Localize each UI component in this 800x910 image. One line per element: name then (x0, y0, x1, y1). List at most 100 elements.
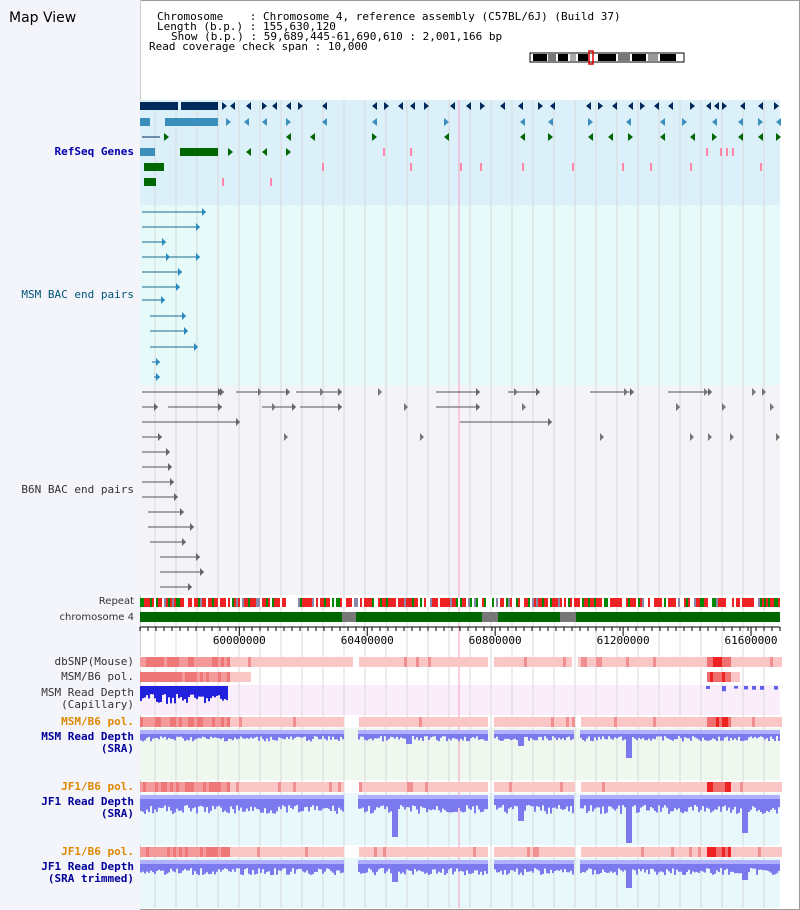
pol-cell (413, 847, 416, 857)
repeat-segment (486, 598, 488, 607)
depth-bar-top (396, 795, 398, 799)
depth-bar (372, 860, 374, 873)
pol-cell (167, 782, 170, 792)
pol-cell (545, 657, 548, 667)
depth-bar (480, 860, 482, 872)
depth-bar-top (702, 730, 704, 734)
repeat-segment (756, 598, 758, 607)
gene-mark-pink (760, 163, 762, 171)
depth-bar (444, 860, 446, 875)
pol-cell (263, 717, 266, 727)
pol-cell (419, 717, 422, 727)
pol-cell (281, 657, 284, 667)
depth-bar-top (250, 860, 252, 864)
depth-bar-top (734, 730, 736, 734)
depth-bar (676, 795, 678, 810)
pol-cell (344, 657, 347, 667)
pol-cell (539, 782, 542, 792)
depth-bar (752, 860, 754, 869)
depth-bar (702, 860, 704, 872)
depth-bar (252, 795, 254, 811)
pol-cell (629, 847, 632, 857)
depth-bar (690, 730, 692, 741)
depth-bar (678, 795, 680, 809)
pol-cell (392, 782, 395, 792)
repeat-segment (520, 598, 522, 607)
depth-bar (234, 795, 236, 814)
depth-bar (670, 795, 672, 812)
depth-bar-top (266, 795, 268, 799)
pol-cell (149, 782, 152, 792)
track-label-jf1-rd-sra-1[interactable]: JF1 Read Depth (41, 795, 134, 808)
track-label-jf1-rd-sra-2: (SRA) (100, 807, 134, 820)
depth-bar-top (200, 860, 202, 864)
depth-bar (162, 860, 164, 871)
depth-bar (460, 795, 462, 812)
pol-cell (278, 847, 281, 857)
depth-bar (680, 730, 682, 739)
track-label-jf1-b6-pol-2[interactable]: JF1/B6 pol. (61, 845, 134, 858)
depth-bar (648, 860, 650, 875)
track-label-msm-bac[interactable]: MSM BAC end pairs (21, 288, 134, 301)
track-label-dbsnp[interactable]: dbSNP(Mouse) (54, 655, 134, 668)
track-label-msm-rd-capillary-1[interactable]: MSM Read Depth (41, 686, 134, 699)
depth-bar (434, 860, 436, 870)
track-label-repeat[interactable]: Repeat (98, 596, 134, 607)
pol-cell (515, 717, 518, 727)
depth-bar-top (294, 730, 296, 734)
pol-cell (227, 657, 230, 667)
track-label-msm-b6-pol[interactable]: MSM/B6 pol. (61, 670, 134, 683)
depth-bar-top (626, 795, 628, 799)
depth-bar-top (594, 730, 596, 734)
depth-bar (580, 795, 582, 809)
depth-bar (534, 730, 536, 741)
repeat-segment (142, 598, 144, 607)
pol-cell (359, 782, 362, 792)
track-label-refseq[interactable]: RefSeq Genes (54, 145, 134, 158)
track-label-chromosome[interactable]: chromosome 4 (59, 612, 134, 623)
depth-bar (722, 795, 724, 807)
repeat-segment (556, 598, 558, 607)
track-label-jf1-rd-trim-1[interactable]: JF1 Read Depth (41, 860, 134, 873)
repeat-segment (370, 598, 372, 607)
pol-cell (212, 657, 215, 667)
pol-cell (500, 657, 503, 667)
pol-cell (416, 847, 419, 857)
depth-bar-top (598, 860, 600, 864)
track-label-msm-b6-pol-2[interactable]: MSM/B6 pol. (61, 715, 134, 728)
ideogram-band (558, 54, 568, 61)
track-label-jf1-b6-pol[interactable]: JF1/B6 pol. (61, 780, 134, 793)
depth-bar-top (726, 860, 728, 864)
depth-bar (526, 860, 528, 872)
repeat-segment (382, 598, 384, 607)
chromosome-label-row: Chromosome : Chromosome 4, reference ass… (157, 10, 621, 23)
repeat-segment (746, 598, 748, 607)
depth-bar-top (208, 795, 210, 799)
pol-cell (254, 847, 257, 857)
gene-arrow (738, 118, 743, 126)
depth-bar-top (364, 795, 366, 799)
track-label-b6n-bac[interactable]: B6N BAC end pairs (21, 483, 134, 496)
depth-bar (408, 730, 410, 744)
map-view-title: Map View (9, 10, 77, 26)
depth-bar-top (700, 860, 702, 864)
depth-bar-top (162, 730, 164, 734)
depth-bar (388, 795, 390, 813)
repeat-segment (478, 598, 480, 607)
depth-bar-top (146, 730, 148, 734)
depth-bar-top (362, 730, 364, 734)
pol-cell (323, 657, 326, 667)
gene-arrow (262, 118, 267, 126)
depth-bar (282, 730, 284, 739)
depth-bar (622, 730, 624, 741)
ideogram-band (648, 54, 658, 61)
depth-bar (590, 730, 592, 741)
depth-bar (380, 860, 382, 869)
depth-bar (462, 730, 464, 741)
depth-bar-top (266, 730, 268, 734)
pol-cell (218, 847, 221, 857)
depth-bar (254, 860, 256, 875)
depth-bar-top (650, 860, 652, 864)
track-label-msm-rd-sra-1[interactable]: MSM Read Depth (41, 730, 134, 743)
